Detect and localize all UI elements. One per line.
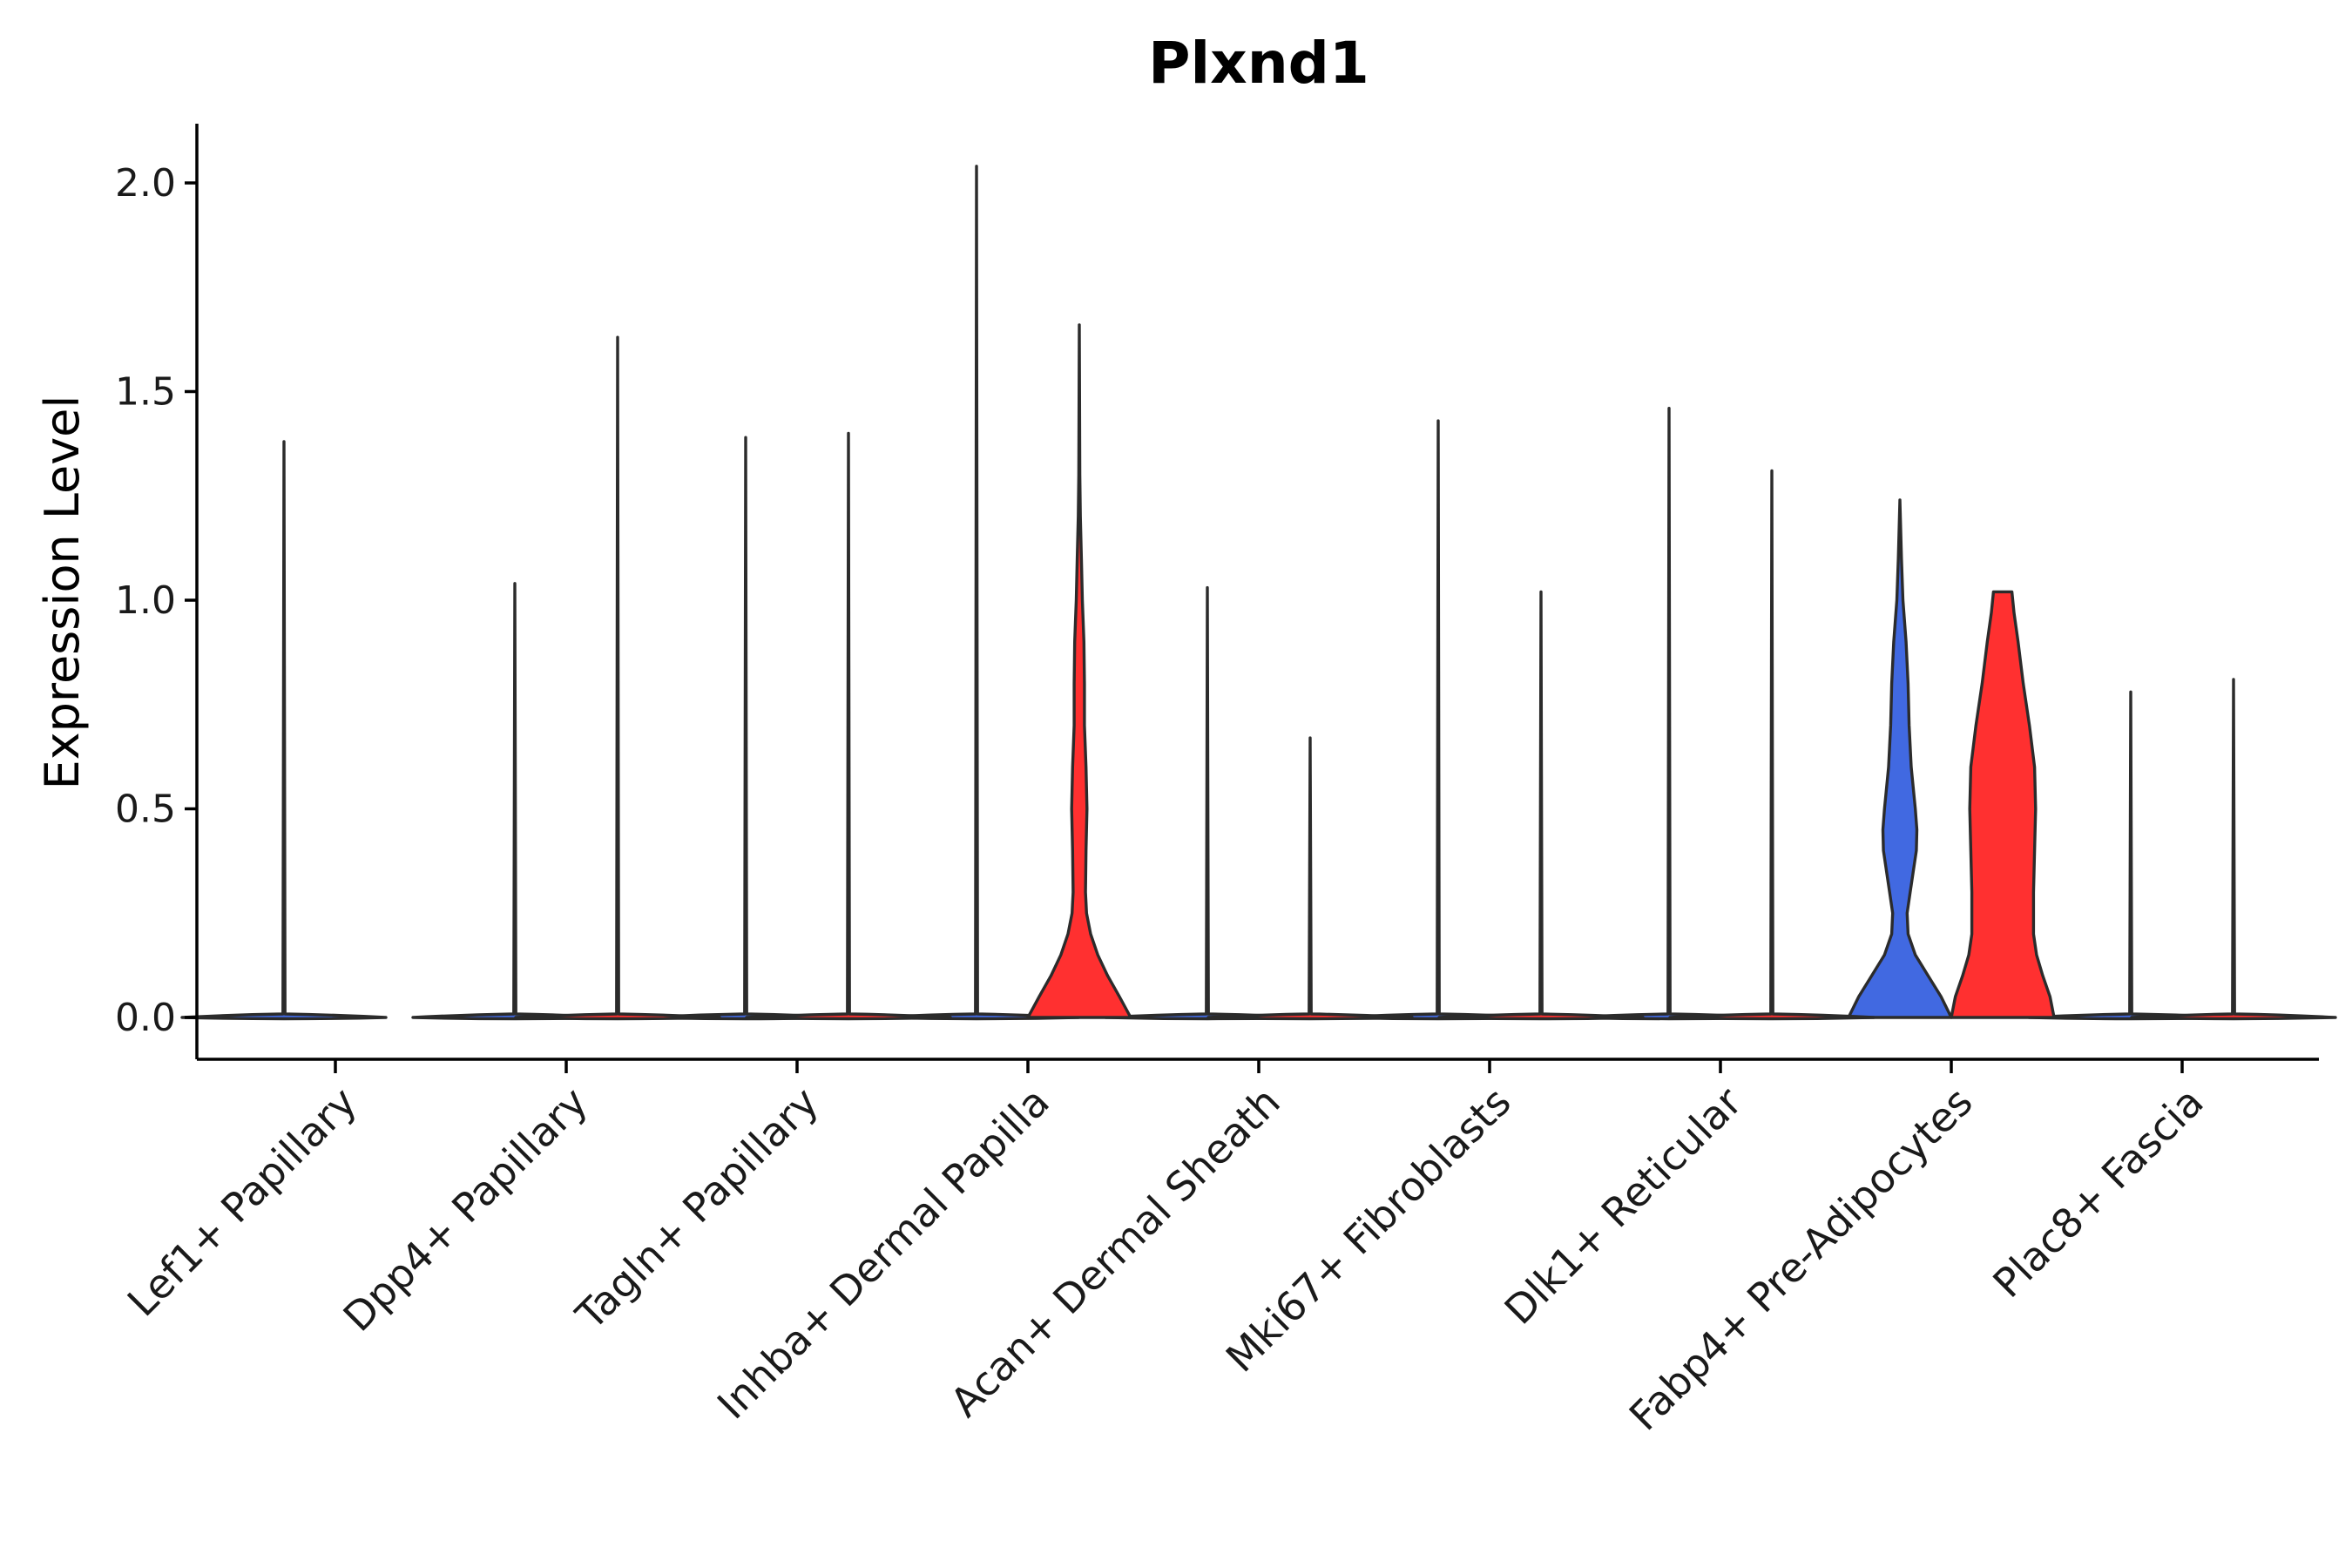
x-tick-label: Dpp4+ Papillary	[335, 1078, 597, 1341]
violin-group1	[873, 165, 1080, 1021]
violin-group2	[1668, 469, 1876, 1021]
y-tick-label: 1.0	[115, 578, 176, 623]
violin-group1	[180, 440, 388, 1021]
y-tick-label: 0.0	[115, 996, 176, 1040]
x-tick-label: Lef1+ Papillary	[118, 1078, 366, 1326]
violin-group2	[2130, 678, 2337, 1021]
violin-group1	[2027, 690, 2234, 1021]
chart-title: Plxnd1	[1148, 30, 1369, 97]
violin-group2	[1206, 736, 1414, 1021]
violin-group2	[514, 335, 721, 1021]
violin-group1	[1565, 406, 1773, 1021]
x-tick-label: Tagln+ Papillary	[566, 1078, 828, 1340]
violin-group1	[1335, 419, 1542, 1021]
x-tick-label: Plac8+ Fascia	[1984, 1078, 2212, 1307]
violin-group2	[1026, 323, 1132, 1019]
violin-group2	[1437, 590, 1645, 1021]
violin-group1	[642, 436, 849, 1021]
violin-layer	[180, 165, 2337, 1021]
x-tick-label: Dlk1+ Reticular	[1496, 1078, 1751, 1334]
violin-group2	[745, 431, 952, 1021]
y-axis-title: Expression Level	[35, 395, 90, 790]
violin-group1	[1104, 585, 1311, 1021]
y-tick-label: 2.0	[115, 161, 176, 206]
violin-group1	[1847, 498, 1953, 1019]
y-tick-label: 1.5	[115, 370, 176, 415]
violin-group1	[411, 582, 618, 1021]
y-tick-label: 0.5	[115, 787, 176, 832]
violin-group2	[1950, 590, 2056, 1019]
